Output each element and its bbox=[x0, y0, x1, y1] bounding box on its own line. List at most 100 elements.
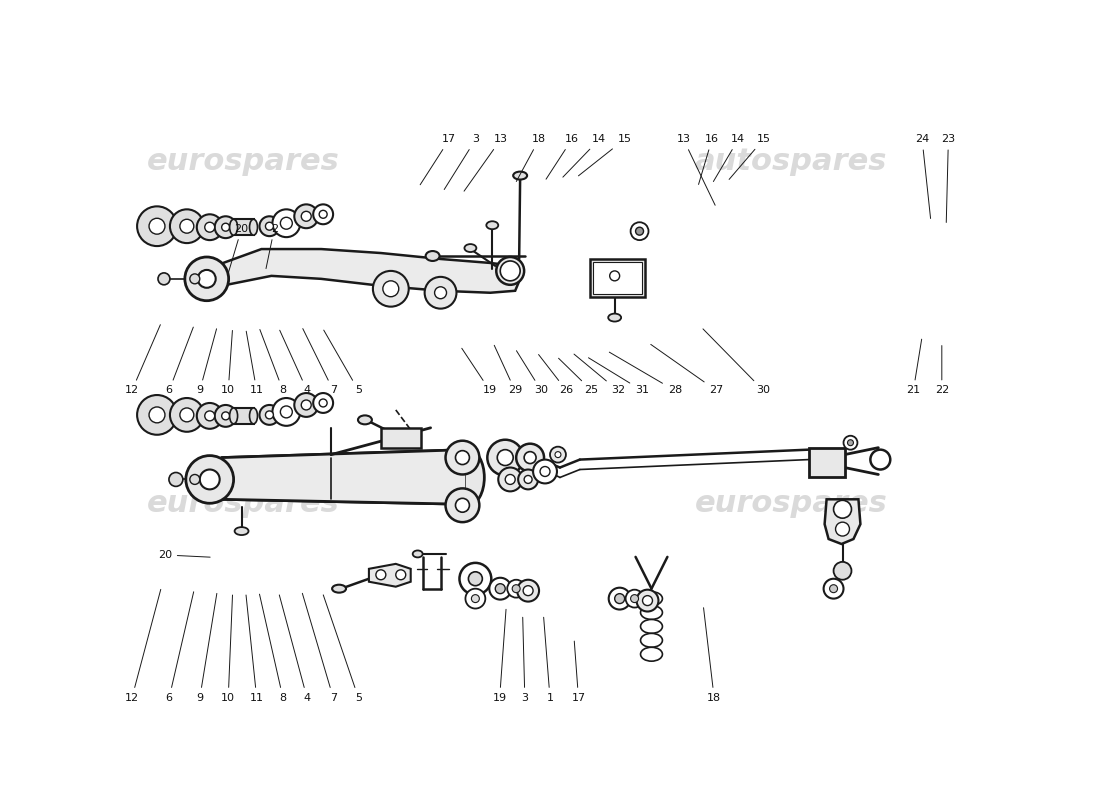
Ellipse shape bbox=[230, 219, 238, 235]
Bar bbox=[808, 448, 845, 478]
Polygon shape bbox=[368, 564, 410, 586]
Text: 17: 17 bbox=[420, 134, 456, 185]
Text: 4: 4 bbox=[279, 595, 310, 703]
Circle shape bbox=[190, 474, 200, 485]
Circle shape bbox=[469, 572, 482, 586]
Ellipse shape bbox=[640, 647, 662, 661]
Circle shape bbox=[148, 218, 165, 234]
Circle shape bbox=[190, 274, 200, 284]
Circle shape bbox=[446, 441, 480, 474]
Circle shape bbox=[524, 475, 532, 483]
Text: eurospares: eurospares bbox=[694, 489, 888, 518]
Text: 14: 14 bbox=[563, 134, 606, 177]
Circle shape bbox=[373, 271, 409, 306]
Text: 26: 26 bbox=[539, 354, 573, 395]
Ellipse shape bbox=[496, 257, 524, 285]
Circle shape bbox=[186, 456, 233, 503]
Circle shape bbox=[376, 570, 386, 580]
Circle shape bbox=[180, 408, 194, 422]
Text: 24: 24 bbox=[915, 134, 931, 218]
Circle shape bbox=[197, 403, 222, 429]
Text: 13: 13 bbox=[676, 134, 715, 206]
Circle shape bbox=[260, 216, 279, 236]
Polygon shape bbox=[222, 450, 465, 504]
Text: 2: 2 bbox=[266, 224, 278, 269]
Circle shape bbox=[295, 393, 318, 417]
Text: 10: 10 bbox=[221, 595, 235, 703]
Circle shape bbox=[319, 210, 327, 218]
Text: 7: 7 bbox=[302, 329, 337, 395]
Ellipse shape bbox=[358, 415, 372, 424]
Text: eurospares: eurospares bbox=[147, 489, 340, 518]
Text: 22: 22 bbox=[935, 346, 949, 395]
Circle shape bbox=[500, 261, 520, 281]
Circle shape bbox=[824, 578, 844, 598]
Ellipse shape bbox=[486, 222, 498, 229]
Circle shape bbox=[505, 474, 515, 485]
Text: 20: 20 bbox=[228, 224, 249, 274]
Circle shape bbox=[870, 450, 890, 470]
Ellipse shape bbox=[514, 171, 527, 179]
Text: 15: 15 bbox=[729, 134, 770, 179]
Text: 6: 6 bbox=[166, 592, 194, 703]
Circle shape bbox=[214, 405, 236, 427]
Text: 3: 3 bbox=[444, 134, 480, 190]
Bar bbox=[233, 408, 253, 424]
Text: 14: 14 bbox=[714, 134, 746, 182]
Ellipse shape bbox=[234, 527, 249, 535]
Text: 27: 27 bbox=[651, 344, 724, 395]
Circle shape bbox=[158, 273, 169, 285]
Circle shape bbox=[222, 223, 230, 231]
Circle shape bbox=[169, 210, 204, 243]
Circle shape bbox=[138, 206, 177, 246]
Text: 30: 30 bbox=[703, 329, 770, 395]
Text: 32: 32 bbox=[574, 354, 625, 395]
Circle shape bbox=[637, 590, 659, 611]
Ellipse shape bbox=[640, 592, 662, 606]
Circle shape bbox=[273, 398, 300, 426]
Circle shape bbox=[301, 211, 311, 222]
Circle shape bbox=[556, 452, 561, 458]
Ellipse shape bbox=[250, 219, 257, 235]
Circle shape bbox=[185, 257, 229, 301]
Circle shape bbox=[169, 398, 204, 432]
Ellipse shape bbox=[608, 314, 622, 322]
Text: 19: 19 bbox=[462, 348, 497, 395]
Circle shape bbox=[295, 204, 318, 228]
Circle shape bbox=[265, 222, 274, 230]
Text: 18: 18 bbox=[516, 134, 546, 182]
Text: 31: 31 bbox=[588, 358, 649, 395]
Circle shape bbox=[513, 585, 520, 593]
Polygon shape bbox=[207, 249, 520, 293]
Circle shape bbox=[434, 286, 447, 298]
Circle shape bbox=[205, 411, 214, 421]
Circle shape bbox=[465, 589, 485, 609]
Text: 8: 8 bbox=[260, 594, 286, 703]
Circle shape bbox=[829, 585, 837, 593]
Circle shape bbox=[540, 466, 550, 477]
Text: 18: 18 bbox=[704, 608, 722, 703]
Circle shape bbox=[280, 406, 293, 418]
Bar bbox=[590, 259, 645, 297]
Circle shape bbox=[169, 473, 183, 486]
Circle shape bbox=[198, 270, 216, 288]
Circle shape bbox=[490, 578, 512, 600]
Ellipse shape bbox=[640, 634, 662, 647]
Ellipse shape bbox=[332, 585, 346, 593]
Text: 21: 21 bbox=[906, 339, 922, 395]
Text: 17: 17 bbox=[571, 641, 585, 703]
Circle shape bbox=[260, 405, 279, 425]
Circle shape bbox=[497, 450, 514, 466]
Circle shape bbox=[495, 584, 505, 594]
Text: eurospares: eurospares bbox=[147, 147, 340, 176]
Circle shape bbox=[273, 210, 300, 237]
Circle shape bbox=[180, 219, 194, 233]
Text: 11: 11 bbox=[246, 595, 264, 703]
Circle shape bbox=[834, 562, 851, 580]
Polygon shape bbox=[825, 499, 860, 544]
Circle shape bbox=[847, 440, 854, 446]
Text: 29: 29 bbox=[494, 346, 522, 395]
Circle shape bbox=[148, 407, 165, 423]
Circle shape bbox=[314, 393, 333, 413]
Bar bbox=[593, 262, 641, 294]
